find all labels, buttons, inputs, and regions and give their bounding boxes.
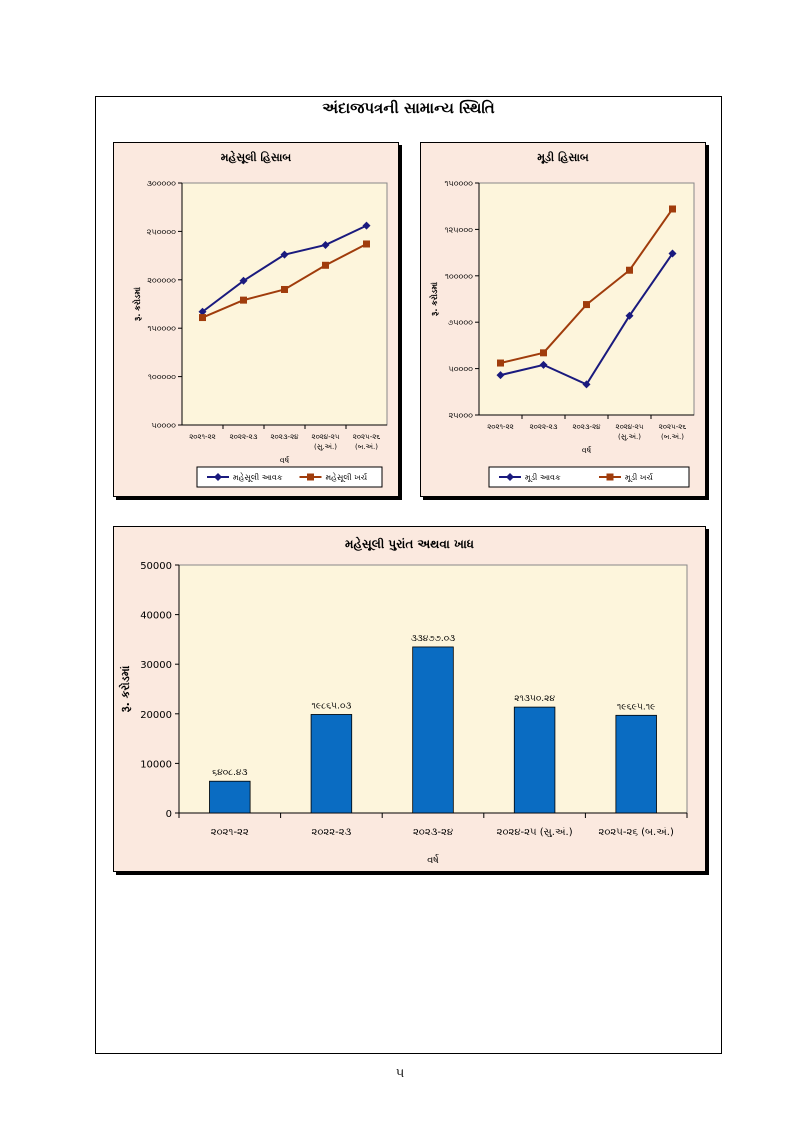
x-tick-label: ૨૦૨૧-૨૨ <box>487 423 514 431</box>
x-tick-label: ૨૦૨૩-૨૪ <box>270 433 299 441</box>
y-tick-label: ૧૦૦૦૦૦ <box>148 373 176 382</box>
data-point <box>583 301 590 309</box>
bar-data-label: ૩૩૪૭૭.૦૩ <box>411 634 455 644</box>
x-tick-label: (બ.અં.) <box>661 433 684 441</box>
y-tick-label: ૫૦૦૦૦ <box>151 421 176 430</box>
legend-marker <box>506 473 514 481</box>
data-point <box>362 221 371 230</box>
data-point <box>668 249 677 258</box>
bar <box>310 714 353 814</box>
data-point <box>281 285 288 293</box>
surplus-bar-chart: 0 10000 20000 30000 40000 50000 ૬૪૦૮.૪૩ ૨૦૨૧-૨૨… <box>118 561 688 866</box>
y-tick-label: ૩૦૦૦૦૦ <box>147 179 177 188</box>
y-tick-label: ૨૫૦૦૦૦ <box>147 227 176 236</box>
y-tick-label: 50000 <box>140 561 172 572</box>
y-tick-label: ૧૫૦૦૦૦ <box>445 179 474 188</box>
capital-chart-panel: મૂડી હિસાબ ૨૫૦૦૦ ૫૦૦૦૦ ૭૫૦૦૦ ૧૦૦૦૦૦ ૧૨૫૦૦૦ ૧૫… <box>420 142 706 497</box>
legend-box <box>196 466 383 488</box>
surplus-chart-title: મહેસૂલી પુરાંત અથવા ખાધ <box>345 537 474 551</box>
y-tick-label: 40000 <box>140 611 172 622</box>
x-tick-label: ૨૦૨૪-૨૫ <box>311 433 339 441</box>
x-tick-label: ૨૦૨૪-૨૫ <box>615 423 643 431</box>
data-point <box>363 240 370 248</box>
y-tick-label: 0 <box>166 809 172 820</box>
y-axis-title: રૂ. કરોડમાં <box>131 287 142 321</box>
data-point <box>321 240 330 249</box>
plot-area <box>181 182 388 426</box>
legend-marker <box>214 473 222 481</box>
legend-label: મહેસૂલી ખર્ચ <box>326 472 368 483</box>
y-tick-label: 20000 <box>140 710 172 721</box>
y-tick-label: 10000 <box>140 759 172 770</box>
data-point <box>239 276 248 285</box>
bar <box>209 780 251 814</box>
x-tick-label: (બ.અં.) <box>355 443 378 451</box>
bar-data-label: ૨૧૩૫૦.૨૪ <box>514 694 555 704</box>
revenue-line-chart: ૫૦૦૦૦ ૧૦૦૦૦૦ ૧૫૦૦૦૦ ૨૦૦૦૦૦ ૨૫૦૦૦૦ ૩૦૦૦૦૦ ૨૦૨૧-… <box>131 179 388 488</box>
plot-area <box>478 182 695 416</box>
y-tick-label: ૨૫૦૦૦ <box>449 411 474 420</box>
revenue-chart-panel: મહેસૂલી હિસાબ ૫૦૦૦૦ ૧૦૦૦૦૦ ૧૫૦૦૦૦ ૨૦૦૦૦૦ ૨૫૦… <box>113 142 399 497</box>
x-axis-title: વર્ષ <box>280 455 290 465</box>
x-tick-label: ૨૦૨૨-૨૩ <box>530 423 558 431</box>
y-axis-title: રૂ. કરોડમાં <box>428 282 439 316</box>
y-axis-title: રૂ. કરોડમાં <box>118 665 132 712</box>
data-point <box>198 307 207 316</box>
page-number: ૫ <box>395 1066 405 1081</box>
legend-marker <box>307 473 314 481</box>
y-tick-label: ૭૫૦૦૦ <box>448 318 473 327</box>
capital-chart-title: મૂડી હિસાબ <box>537 151 589 164</box>
data-point <box>540 349 547 357</box>
bar-data-label: ૬૪૦૮.૪૩ <box>212 768 247 778</box>
x-tick-label: ૨૦૨૧-૨૨ <box>189 433 216 441</box>
data-point <box>280 250 289 259</box>
bar-data-label: ૧૯૬૯૫.૧૯ <box>617 702 656 712</box>
revenue-chart-title: મહેસૂલી હિસાબ <box>220 151 292 164</box>
page-title: અંદાજપત્રની સામાન્ય સ્થિતિ <box>322 99 495 117</box>
surplus-chart-panel: મહેસૂલી પુરાંત અથવા ખાધ 0 10000 20000 30000… <box>113 526 706 872</box>
x-axis-title: વર્ષ <box>427 854 439 866</box>
legend-label: મહેસૂલી આવક <box>233 472 283 483</box>
y-tick-label: ૨૦૦૦૦૦ <box>147 276 176 285</box>
y-tick-label: 30000 <box>140 660 172 671</box>
data-point <box>496 371 505 380</box>
data-point <box>497 359 504 367</box>
y-tick-label: ૫૦૦૦૦ <box>448 365 473 374</box>
x-tick-label: ૨૦૨૨-૨૩ <box>230 433 258 441</box>
x-tick-label: ૨૦૨૨-૨૩ <box>312 827 352 838</box>
y-tick-label: ૧૨૫૦૦૦ <box>445 225 474 234</box>
bar <box>412 646 454 814</box>
x-tick-label: ૨૦૨૧-૨૨ <box>211 827 249 838</box>
x-tick-label: (સુ.અં.) <box>314 443 337 451</box>
data-point <box>582 380 591 389</box>
data-point <box>199 314 206 322</box>
data-point <box>322 261 329 269</box>
bar-data-label: ૧૯૮૬૫.૦૩ <box>311 701 351 711</box>
data-point <box>240 296 247 304</box>
legend-label: મૂડી ખર્ચ <box>625 472 653 483</box>
x-tick-label: ૨૦૨૫-૨૬ <box>659 423 687 431</box>
x-axis-title: વર્ષ <box>582 445 592 455</box>
x-tick-label: (સુ.અં.) <box>618 433 641 441</box>
legend-label: મૂડી આવક <box>525 473 561 483</box>
x-tick-label: ૨૦૨૩-૨૪ <box>413 827 453 838</box>
x-tick-label: ૨૦૨૩-૨૪ <box>572 423 601 431</box>
data-point <box>539 360 548 369</box>
y-tick-label: ૧૫૦૦૦૦ <box>148 324 177 333</box>
bar <box>615 714 657 814</box>
y-tick-label: ૧૦૦૦૦૦ <box>445 272 473 281</box>
data-point <box>625 311 634 320</box>
data-point <box>669 205 676 213</box>
legend-marker <box>606 473 614 481</box>
x-tick-label: ૨૦૨૪-૨૫ (સુ.અં.) <box>497 826 573 838</box>
page-frame: અંદાજપત્રની સામાન્ય સ્થિતિ <box>95 96 722 1054</box>
data-point <box>626 266 633 274</box>
bar <box>513 706 556 814</box>
x-tick-label: ૨૦૨૫-૨૬ (બ.અં.) <box>599 826 674 838</box>
legend-box <box>488 466 690 488</box>
capital-line-chart: ૨૫૦૦૦ ૫૦૦૦૦ ૭૫૦૦૦ ૧૦૦૦૦૦ ૧૨૫૦૦૦ ૧૫૦૦૦૦ ૨૦૨૧-૨૨… <box>428 179 695 488</box>
x-tick-label: ૨૦૨૫-૨૬ <box>353 433 381 441</box>
